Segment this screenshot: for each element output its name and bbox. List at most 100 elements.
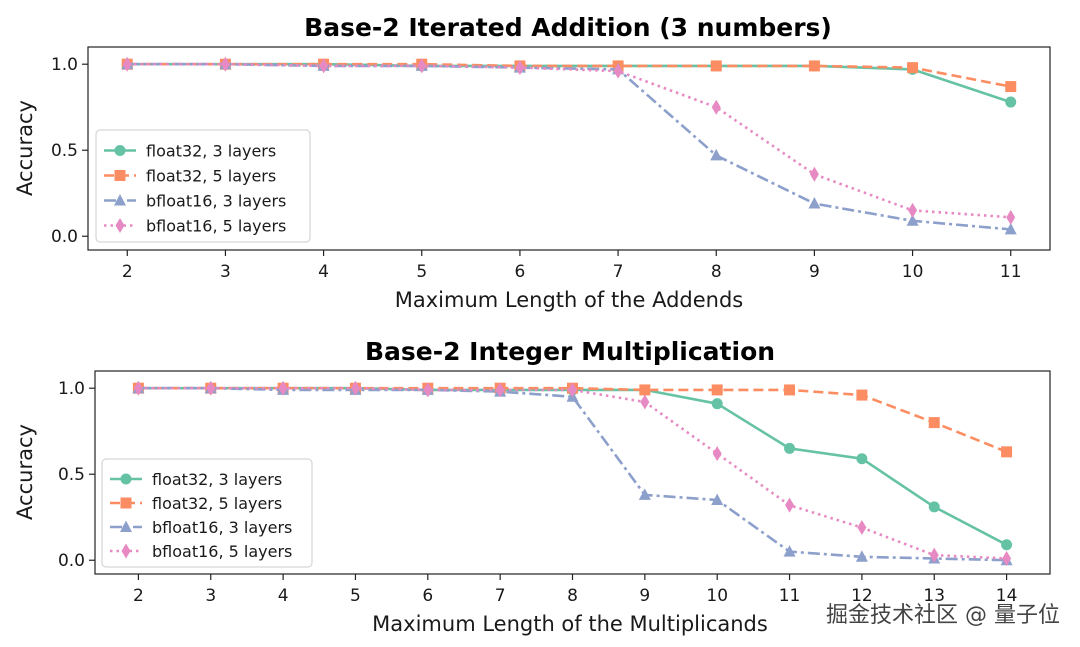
series-layer — [121, 56, 1017, 235]
data-point — [906, 214, 919, 226]
x-tick-label: 10 — [902, 262, 924, 282]
series-line — [127, 62, 1012, 104]
x-tick-label: 3 — [205, 586, 216, 606]
data-point — [350, 380, 360, 396]
data-point — [710, 60, 722, 72]
watermark-text: 掘金技术社区 @ 量子位 — [826, 603, 1060, 628]
data-point — [417, 58, 427, 74]
data-point — [711, 398, 723, 410]
data-point — [712, 446, 722, 462]
data-point — [1005, 81, 1017, 93]
data-point — [495, 382, 505, 398]
x-ticks: 2 3 4 5 6 7 8 9 10 11 — [122, 250, 1022, 282]
y-ticks: 0.0 0.5 1.0 — [58, 379, 95, 571]
addition-chart: Base-2 Iterated Addition (3 numbers) 2 3 4… — [13, 13, 1051, 312]
data-point — [220, 56, 230, 72]
data-point — [710, 148, 723, 161]
data-point — [639, 384, 651, 396]
data-point — [784, 384, 796, 396]
y-ticks: 0.0 0.5 1.0 — [51, 55, 88, 247]
legend-swatch-marker — [114, 194, 126, 206]
y-tick-label: 1.0 — [51, 55, 78, 75]
x-tick-label: 8 — [567, 586, 578, 606]
x-tick-label: 4 — [278, 586, 289, 606]
legend-swatch-marker — [120, 520, 132, 532]
data-point — [929, 547, 939, 563]
x-tick-label: 7 — [613, 262, 624, 282]
legend-item: float32, 5 layers — [104, 167, 276, 186]
multiplication-chart: Base-2 Integer Multiplication 2 3 4 5 6 7 8 9 10… — [13, 337, 1051, 636]
series-layer — [132, 380, 1013, 567]
data-point — [122, 56, 132, 72]
data-point — [206, 380, 216, 396]
legend-item: bfloat16, 3 layers — [110, 518, 292, 537]
x-tick-label: 5 — [416, 262, 427, 282]
x-tick-label: 14 — [996, 586, 1018, 606]
x-tick-label: 9 — [809, 262, 820, 282]
legend-label: bfloat16, 5 layers — [152, 542, 292, 561]
x-axis-label: Maximum Length of the Multiplicands — [372, 612, 768, 636]
data-point — [1004, 222, 1017, 235]
plot-frame — [87, 46, 1051, 251]
legend-item: float32, 3 layers — [104, 142, 276, 161]
x-tick-label: 10 — [706, 586, 728, 606]
data-point — [928, 417, 940, 429]
data-point — [908, 202, 918, 218]
data-point — [638, 488, 651, 500]
x-tick-label: 2 — [133, 586, 144, 606]
x-tick-label: 13 — [923, 586, 945, 606]
x-axis-label: Maximum Length of the Addends — [395, 288, 743, 312]
data-point — [1001, 446, 1013, 458]
y-tick-label: 1.0 — [58, 379, 85, 399]
legend-swatch-marker — [114, 170, 126, 181]
x-tick-label: 6 — [515, 262, 526, 282]
y-tick-label: 0.5 — [58, 465, 85, 485]
data-point — [783, 545, 796, 557]
legend-item: bfloat16, 5 layers — [104, 217, 286, 236]
y-tick-label: 0.5 — [51, 141, 78, 161]
legend: float32, 3 layers float32, 5 layers bfloat… — [101, 458, 313, 568]
data-point — [711, 493, 724, 506]
data-point — [785, 497, 795, 513]
legend-label: float32, 3 layers — [146, 142, 276, 161]
x-tick-label: 5 — [350, 586, 361, 606]
legend-swatch-marker — [121, 543, 131, 559]
data-point — [856, 453, 868, 465]
y-axis-label: Accuracy — [13, 100, 37, 196]
data-point — [855, 550, 868, 562]
legend-swatch-marker — [120, 473, 132, 485]
legend-item: bfloat16, 3 layers — [104, 192, 286, 211]
series-2 — [121, 58, 1017, 93]
data-point — [711, 99, 721, 115]
series-4 — [133, 380, 1012, 567]
data-point — [1002, 551, 1012, 567]
legend-swatch-marker — [120, 497, 132, 509]
data-point — [808, 197, 821, 209]
series-line — [127, 62, 1011, 88]
legend-label: float32, 5 layers — [146, 167, 276, 186]
data-point — [856, 389, 868, 401]
data-point — [928, 501, 940, 513]
x-tick-label: 12 — [851, 586, 873, 606]
data-point — [133, 380, 143, 396]
x-tick-label: 6 — [422, 586, 433, 606]
legend-item: bfloat16, 5 layers — [110, 542, 292, 561]
legend: float32, 3 layers float32, 5 layers bfloat… — [95, 129, 311, 243]
x-tick-label: 4 — [318, 262, 329, 282]
legend-swatch-marker — [115, 218, 125, 233]
x-tick-label: 11 — [779, 586, 801, 606]
data-point — [1001, 539, 1013, 551]
legend-box — [95, 129, 311, 243]
chart-title: Base-2 Integer Multiplication — [365, 337, 775, 366]
series-4 — [122, 56, 1016, 225]
x-tick-label: 7 — [495, 586, 506, 606]
x-tick-label: 8 — [711, 262, 722, 282]
y-tick-label: 0.0 — [51, 227, 78, 247]
y-axis-label: Accuracy — [13, 424, 37, 520]
legend-item: float32, 3 layers — [110, 470, 282, 489]
data-point — [907, 62, 919, 74]
x-tick-label: 2 — [122, 262, 133, 282]
data-point — [568, 382, 577, 398]
legend-label: bfloat16, 3 layers — [152, 518, 292, 537]
